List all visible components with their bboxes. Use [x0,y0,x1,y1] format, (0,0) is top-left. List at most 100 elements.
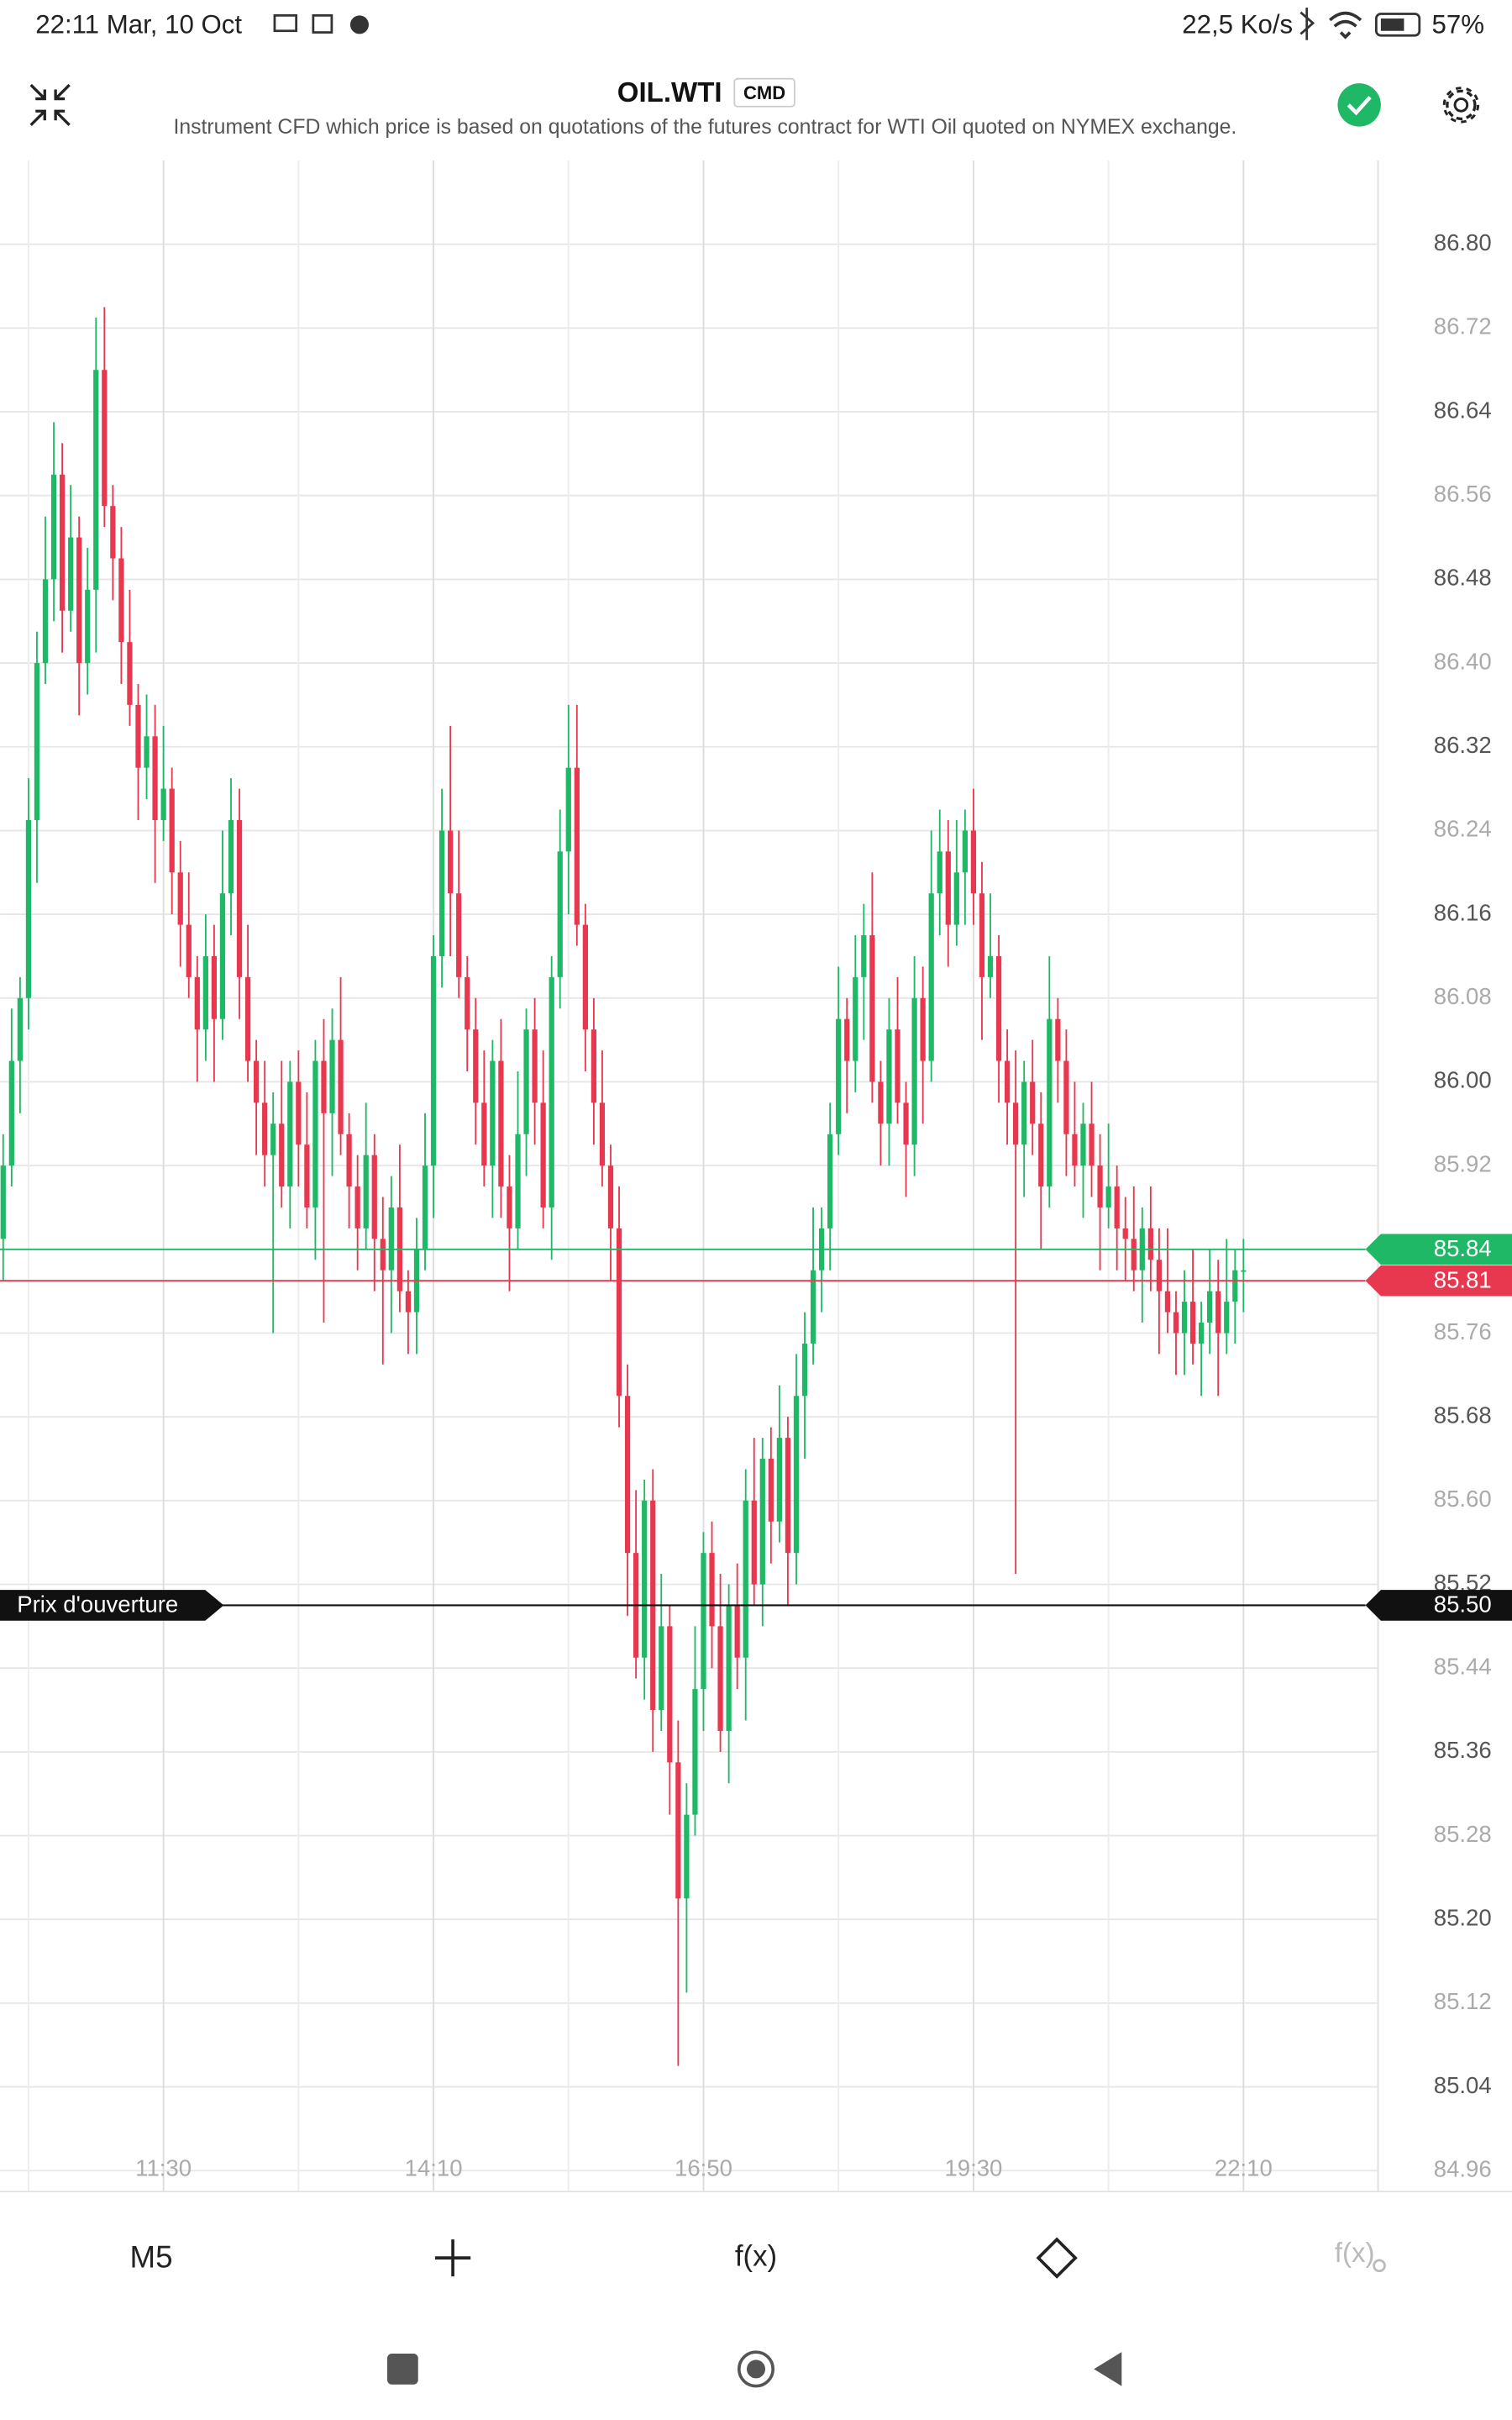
indicators-button[interactable]: f(x) [735,2239,777,2272]
indicator-settings-button[interactable]: f(x) [1335,2238,1375,2269]
instrument-title: OIL.WTI [617,77,722,108]
y-tick-label: 86.16 [1434,899,1492,925]
candle-body [329,1039,335,1113]
candle-body [684,1814,690,1899]
timeframe-button[interactable]: M5 [129,2240,172,2275]
candle-body [194,976,200,1030]
ask-label: 85.84 [1434,1235,1492,1261]
candle-body [0,1165,6,1239]
candle-body [76,537,82,664]
nav-home[interactable] [737,2350,775,2388]
candle-body [1013,1102,1019,1145]
instrument-description: Instrument CFD which price is based on q… [173,116,1236,139]
candle-body [102,370,108,507]
chart: 86.80 86.72 86.64 86.56 86.48 86.40 86.32 86.24… [0,160,1512,2192]
candle-body [903,1102,909,1145]
candle-body [1089,1123,1095,1166]
candle-body [911,997,917,1145]
candle-body [726,1605,732,1731]
candle-body [17,997,23,1061]
candle-body [177,872,183,925]
candle-body [405,1291,412,1313]
y-tick-label: 85.92 [1434,1150,1492,1176]
instrument-badge-text: CMD [743,82,785,103]
y-tick-label: 86.64 [1434,397,1492,423]
candle-body [68,537,74,611]
candle-body [844,1018,850,1061]
candle-body [127,642,133,705]
crosshair-button[interactable] [434,2239,471,2277]
candle-body [642,1500,648,1658]
candle-body [970,830,977,894]
gear-outer [1446,89,1477,121]
candle-body [25,819,32,998]
candle-body [701,1553,706,1690]
candle-body [591,1029,597,1103]
nav-recent[interactable] [387,2354,418,2385]
y-tick-label: 86.48 [1434,565,1492,591]
candle-body [768,1458,774,1522]
candle-body [785,1438,791,1554]
candle-body [118,558,124,643]
candle-body [254,1060,260,1103]
bluetooth-icon [1299,8,1315,40]
settings-button[interactable] [1442,87,1480,124]
candle-body [59,474,66,611]
candle-body [793,1396,800,1554]
candle-body [1055,1018,1061,1061]
candle-body [465,976,470,1030]
candle-body [34,663,40,820]
candle-body [186,924,192,977]
candle-body [599,1102,606,1166]
battery-level [1380,18,1404,31]
candle-body [659,1626,664,1711]
status-ok[interactable] [1337,83,1381,127]
status-icon [273,13,298,33]
open-price-name: Prix d'ouverture [17,1591,178,1618]
candle-body [1224,1302,1230,1334]
candle-body [228,819,234,894]
drawing-button[interactable] [1036,2237,1078,2279]
candle-body [93,370,99,590]
candle-body [296,1081,302,1145]
open-price-badge [1365,1590,1512,1621]
x-tick-label: 14:10 [405,2155,463,2181]
candle-body [498,1060,504,1187]
candle-body [438,830,445,956]
candle-body [160,788,166,820]
collapse-icon [29,83,71,126]
candle-body [304,1144,310,1207]
y-tick-label: 85.20 [1434,1904,1492,1930]
candle-body [759,1458,765,1585]
candle-body [1189,1302,1196,1344]
candle-body [667,1626,673,1763]
status-icon [349,15,369,34]
candle-body [354,1186,360,1228]
candle-body [557,851,563,977]
candle-body [1147,1228,1153,1260]
nav-back[interactable] [1094,2352,1122,2386]
candle-body [515,1134,521,1228]
candle-body [144,736,150,768]
candle-body [42,579,49,664]
collapse-button[interactable] [29,83,71,126]
candle-body [1063,1060,1069,1134]
candle-body [1114,1186,1120,1228]
candle-body [1047,1018,1053,1187]
small-gear [1373,2259,1386,2273]
candle-body [270,1123,276,1155]
candle-body [532,1029,538,1103]
candle-body [473,1029,479,1103]
y-tick-label: 86.56 [1434,481,1492,507]
y-tick-label: 86.80 [1434,229,1492,255]
y-tick-label: 85.68 [1434,1402,1492,1428]
candle-body [8,1060,14,1166]
candle-body [776,1438,783,1522]
candle-body [751,1500,757,1585]
candle-body [490,1060,496,1166]
candle-body [321,1060,327,1113]
candle-body [979,893,985,977]
check-icon [1347,96,1372,116]
candle-body [363,1155,369,1228]
candle-body [987,955,994,977]
